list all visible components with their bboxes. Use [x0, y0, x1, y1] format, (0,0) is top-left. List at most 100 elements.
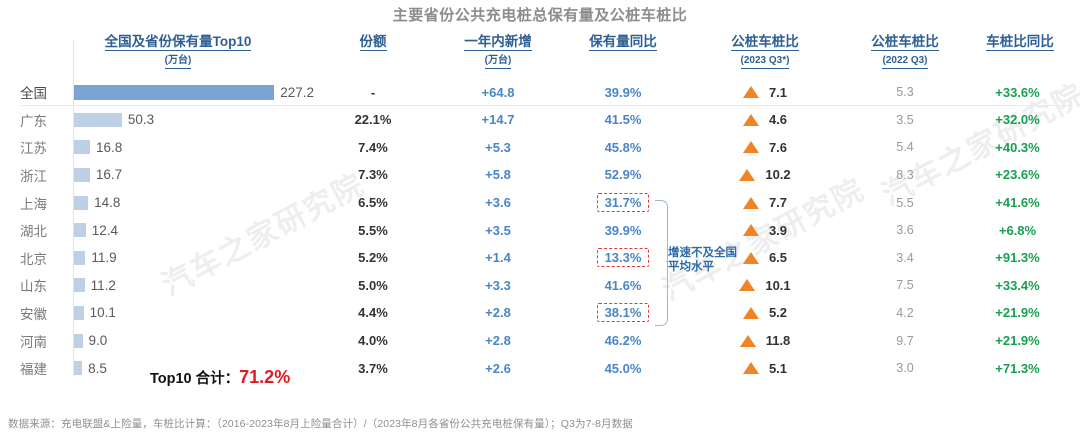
- column-header-ratio-2023-period: (2023 Q3*): [700, 53, 830, 69]
- table-body: 全国 227.2 - +64.8 39.9% 7.1 5.3 +33.6% 广东 50.3 22.1…: [0, 78, 1080, 382]
- stock-bar: [74, 305, 84, 320]
- row-stock-bar-cell: 9.0: [74, 327, 314, 355]
- row-ratio-2022-value: 4.2: [896, 305, 914, 320]
- row-ratio-2022-value: 3.4: [896, 250, 914, 265]
- row-share-value: 4.4%: [358, 305, 388, 321]
- row-ratio-yoy-value: +40.3%: [995, 139, 1040, 155]
- stock-bar: [74, 333, 83, 348]
- table-row: 福建 8.5 3.7% +2.6 45.0% 5.1 3.0 +71.3%: [0, 354, 1080, 382]
- row-new-year-value: +1.4: [485, 250, 511, 266]
- table-row: 江苏 16.8 7.4% +5.3 45.8% 7.6 5.4 +40.3%: [0, 134, 1080, 162]
- row-ratio-yoy-value: +32.0%: [995, 112, 1040, 128]
- row-ratio-2023-cell: 7.1: [700, 78, 830, 106]
- row-stock-bar-cell: 11.2: [74, 272, 314, 300]
- row-stock-yoy-cell: 13.3%: [558, 244, 688, 272]
- callout-bracket: [655, 200, 668, 326]
- row-stock-bar-cell: 12.4: [74, 216, 314, 244]
- row-stock-yoy-value: 39.9%: [604, 222, 642, 238]
- row-stock-yoy-cell: 31.7%: [558, 189, 688, 217]
- row-stock-yoy-value: 45.8%: [604, 139, 642, 155]
- row-ratio-2023-value: 3.9: [768, 222, 788, 238]
- row-ratio-2023-value: 6.5: [768, 250, 788, 266]
- row-ratio-yoy-value: +21.9%: [995, 333, 1040, 349]
- table-row: 全国 227.2 - +64.8 39.9% 7.1 5.3 +33.6%: [0, 78, 1080, 106]
- row-ratio-2023-cell: 5.2: [700, 299, 830, 327]
- data-table: 全国及省份保有量Top10 (万台) 份额 一年内新增 (万台) 保有量同比 公…: [0, 34, 1080, 382]
- row-new-year-value: +3.6: [485, 195, 511, 211]
- row-stock-bar-cell: 227.2: [74, 78, 314, 106]
- row-share-value: 7.3%: [358, 167, 388, 183]
- row-ratio-2022-value: 3.0: [896, 361, 914, 376]
- row-stock-yoy-cell: 39.9%: [558, 216, 688, 244]
- column-header-share-label: 份额: [359, 34, 387, 51]
- row-ratio-yoy-value: +71.3%: [995, 360, 1040, 376]
- stock-value: 10.1: [89, 305, 116, 321]
- row-share-value: 5.5%: [358, 222, 388, 238]
- column-header-new-year-unit: (万台): [438, 53, 558, 69]
- stock-value: 11.9: [91, 250, 117, 266]
- table-row: 河南 9.0 4.0% +2.8 46.2% 11.8 9.7 +21.9%: [0, 327, 1080, 355]
- stock-bar: [74, 112, 122, 127]
- row-ratio-2023-cell: 3.9: [700, 216, 830, 244]
- row-ratio-yoy-value: +6.8%: [998, 222, 1037, 238]
- row-stock-yoy-cell: 45.0%: [558, 354, 688, 382]
- row-region-label: 安徽: [20, 306, 47, 322]
- column-header-name-label: 全国及省份保有量Top10: [104, 34, 252, 51]
- row-stock-bar-cell: 11.9: [74, 244, 314, 272]
- row-ratio-2022-value: 8.3: [896, 167, 914, 182]
- top10-total-value: 71.2%: [239, 367, 291, 387]
- stock-value: 12.4: [91, 222, 119, 238]
- up-triangle-icon: [742, 86, 759, 98]
- row-stock-yoy-value: 46.2%: [604, 333, 642, 349]
- row-stock-bar-cell: 10.1: [74, 299, 314, 327]
- row-region-label: 湖北: [20, 224, 47, 240]
- row-ratio-2023-value: 7.1: [768, 84, 788, 100]
- row-region-label: 北京: [20, 251, 47, 267]
- row-ratio-yoy-value: +91.3%: [995, 250, 1040, 266]
- row-new-year-value: +2.8: [485, 305, 511, 321]
- row-stock-yoy-value: 45.0%: [604, 360, 642, 376]
- row-stock-yoy-value: 52.9%: [604, 167, 642, 183]
- column-header-name: 全国及省份保有量Top10 (万台): [78, 34, 278, 69]
- row-ratio-2022-value: 7.5: [896, 278, 914, 293]
- row-region-label: 河南: [20, 334, 47, 350]
- row-new-year-value: +3.5: [485, 222, 511, 238]
- stock-bar: [74, 140, 90, 155]
- row-region-label: 广东: [20, 113, 47, 129]
- row-ratio-2023-cell: 10.1: [700, 272, 830, 300]
- row-stock-yoy-cell: 52.9%: [558, 161, 688, 189]
- row-stock-bar-cell: 16.8: [74, 134, 314, 162]
- column-header-ratio-2023-label: 公桩车桩比: [731, 34, 799, 51]
- row-stock-yoy-value: 38.1%: [596, 303, 650, 323]
- row-region-label: 江苏: [20, 141, 47, 157]
- row-region-label: 山东: [20, 279, 47, 295]
- row-new-year-value: +5.3: [485, 139, 511, 155]
- row-new-year-value: +14.7: [481, 112, 515, 128]
- table-header-row: 全国及省份保有量Top10 (万台) 份额 一年内新增 (万台) 保有量同比 公…: [0, 34, 1080, 74]
- callout-note: 增速不及全国平均水平: [668, 247, 737, 273]
- row-stock-yoy-cell: 45.8%: [558, 134, 688, 162]
- row-ratio-2023-cell: 11.8: [700, 327, 830, 355]
- column-header-new-year: 一年内新增 (万台): [438, 34, 558, 69]
- row-region-label: 福建: [20, 362, 47, 378]
- row-ratio-yoy-value: +41.6%: [995, 195, 1040, 211]
- column-header-stock-yoy: 保有量同比: [558, 34, 688, 51]
- column-header-ratio-yoy: 车桩比同比: [965, 34, 1075, 51]
- row-new-year-value: +2.8: [485, 333, 511, 349]
- column-header-stock-yoy-label: 保有量同比: [589, 34, 657, 51]
- bar-axis-line: [73, 40, 74, 376]
- row-share-value: 5.0%: [358, 277, 388, 293]
- row-share-value: 6.5%: [358, 195, 388, 211]
- row-ratio-2023-value: 5.1: [768, 360, 788, 376]
- row-stock-yoy-value: 31.7%: [596, 193, 650, 213]
- row-ratio-yoy-value: +23.6%: [995, 167, 1040, 183]
- stock-value: 16.7: [95, 167, 123, 183]
- row-share-value: 4.0%: [358, 333, 388, 349]
- column-header-ratio-2023: 公桩车桩比 (2023 Q3*): [700, 34, 830, 69]
- row-stock-yoy-cell: 41.6%: [558, 272, 688, 300]
- row-stock-yoy-cell: 46.2%: [558, 327, 688, 355]
- row-ratio-2022-value: 3.6: [896, 223, 914, 238]
- column-header-name-unit: (万台): [78, 53, 278, 69]
- source-footnote: 数据来源：充电联盟&上险量，车桩比计算：（2016-2023年8月上险量合计）/…: [8, 418, 633, 430]
- stock-value: 11.2: [90, 277, 116, 293]
